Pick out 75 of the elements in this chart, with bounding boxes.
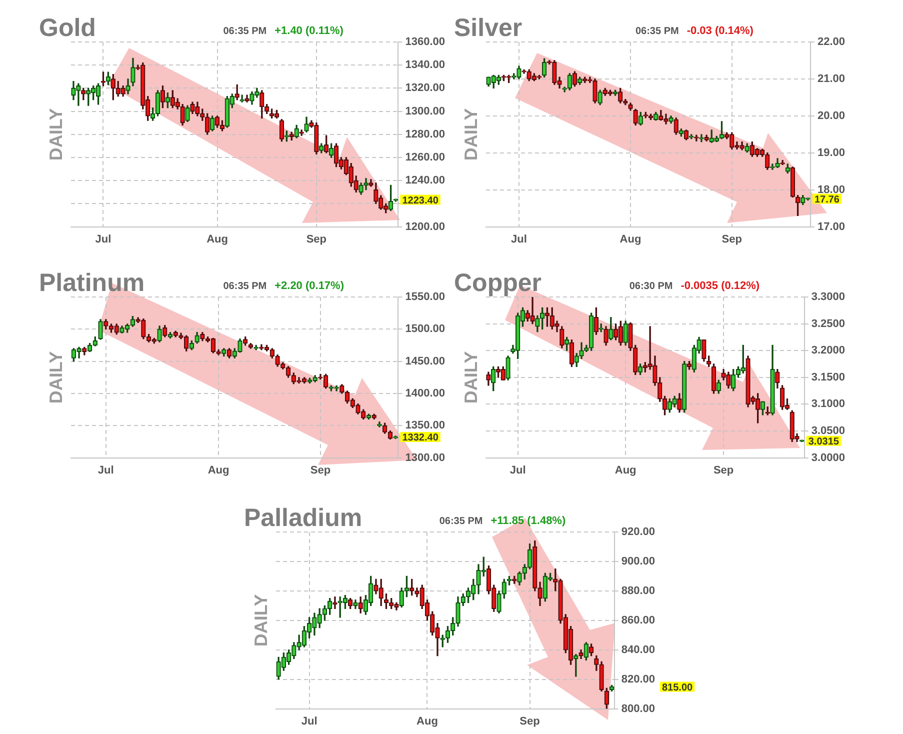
- y-axis-title: DAILY: [460, 351, 481, 404]
- x-tick-label: Jul: [301, 715, 318, 728]
- chart-subtitle: 06:30 PM: [629, 281, 673, 292]
- x-tick-label: Aug: [208, 464, 230, 476]
- y-tick-label: 19.00: [817, 146, 846, 159]
- x-tick-label: Sep: [310, 464, 331, 476]
- y-tick-label: 1280.00: [405, 128, 446, 140]
- y-axis-title: DAILY: [460, 108, 481, 161]
- y-tick-label: 1360.00: [405, 36, 446, 48]
- y-tick-label: 18.00: [817, 184, 846, 196]
- y-tick-label: 920.00: [621, 526, 656, 538]
- text: -0.0035 (0.12%): [680, 280, 760, 292]
- text: +1.40 (0.11%): [274, 25, 344, 37]
- y-tick-label: 1320.00: [405, 82, 446, 94]
- y-tick-label: 1340.00: [405, 59, 446, 72]
- text: 17.76: [814, 194, 840, 206]
- y-tick-label: 900.00: [621, 556, 656, 568]
- y-tick-label: 1240.00: [405, 174, 446, 187]
- x-tick-label: Sep: [722, 233, 742, 246]
- y-tick-label: 3.2000: [811, 344, 846, 357]
- chart-title: Palladium: [244, 504, 362, 532]
- x-tick-label: Aug: [614, 464, 636, 476]
- text: 815.00: [662, 682, 694, 694]
- text: 3.0315: [808, 436, 840, 448]
- y-tick-label: 1500.00: [405, 323, 446, 336]
- y-tick-label: 3.1000: [811, 398, 846, 410]
- y-tick-label: 22.00: [817, 36, 846, 48]
- text: -0.03 (0.14%): [686, 25, 754, 37]
- x-tick-label: Sep: [306, 233, 327, 246]
- y-tick-label: 840.00: [621, 644, 656, 656]
- chart-subtitle: 06:35 PM: [223, 281, 267, 292]
- y-tick-label: 3.3000: [811, 291, 846, 304]
- y-tick-label: 20.00: [817, 110, 846, 122]
- y-axis-title: DAILY: [46, 351, 66, 404]
- candlestick: [332, 596, 338, 609]
- y-tick-label: 17.00: [817, 220, 846, 233]
- x-tick-label: Sep: [713, 464, 734, 476]
- y-tick-label: 21.00: [817, 72, 846, 85]
- x-tick-label: Aug: [206, 233, 228, 246]
- x-tick-label: Aug: [620, 233, 642, 246]
- y-tick-label: 800.00: [621, 702, 656, 715]
- y-axis-title: DAILY: [46, 108, 66, 161]
- y-tick-label: 1300.00: [405, 105, 446, 118]
- x-tick-label: Jul: [98, 464, 114, 476]
- y-tick-label: 1550.00: [405, 291, 446, 304]
- y-axis-title: DAILY: [250, 594, 271, 647]
- text: 1332.40: [402, 432, 439, 444]
- chart-subtitle: 06:35 PM: [439, 516, 483, 527]
- y-tick-label: 1400.00: [405, 388, 446, 400]
- x-tick-label: Jul: [511, 233, 527, 246]
- x-tick-label: Aug: [416, 715, 438, 728]
- chart-subtitle: 06:35 PM: [635, 26, 679, 37]
- y-tick-label: 860.00: [621, 614, 656, 626]
- y-tick-label: 3.1500: [811, 371, 846, 384]
- y-tick-label: 820.00: [621, 673, 656, 686]
- y-tick-label: 3.2500: [811, 318, 846, 330]
- chart-subtitle: 06:35 PM: [223, 26, 267, 37]
- y-tick-label: 880.00: [621, 584, 656, 597]
- chart-title: Platinum: [39, 269, 145, 297]
- chart-title: Gold: [39, 14, 96, 42]
- y-tick-label: 1200.00: [405, 220, 446, 233]
- y-tick-label: 1260.00: [405, 152, 446, 164]
- y-tick-label: 3.0500: [811, 425, 846, 438]
- x-tick-label: Jul: [95, 233, 112, 246]
- y-tick-label: 1350.00: [405, 420, 446, 432]
- y-tick-label: 1300.00: [405, 452, 446, 464]
- y-tick-label: 1450.00: [405, 355, 446, 368]
- text: 1223.40: [402, 196, 439, 207]
- x-tick-label: Jul: [510, 464, 526, 476]
- chart-title: Copper: [454, 269, 542, 297]
- text: +11.85 (1.48%): [490, 515, 566, 527]
- chart-title: Silver: [454, 14, 522, 42]
- x-tick-label: Sep: [520, 715, 540, 728]
- y-tick-label: 3.0000: [811, 452, 846, 464]
- text: +2.20 (0.17%): [274, 280, 344, 292]
